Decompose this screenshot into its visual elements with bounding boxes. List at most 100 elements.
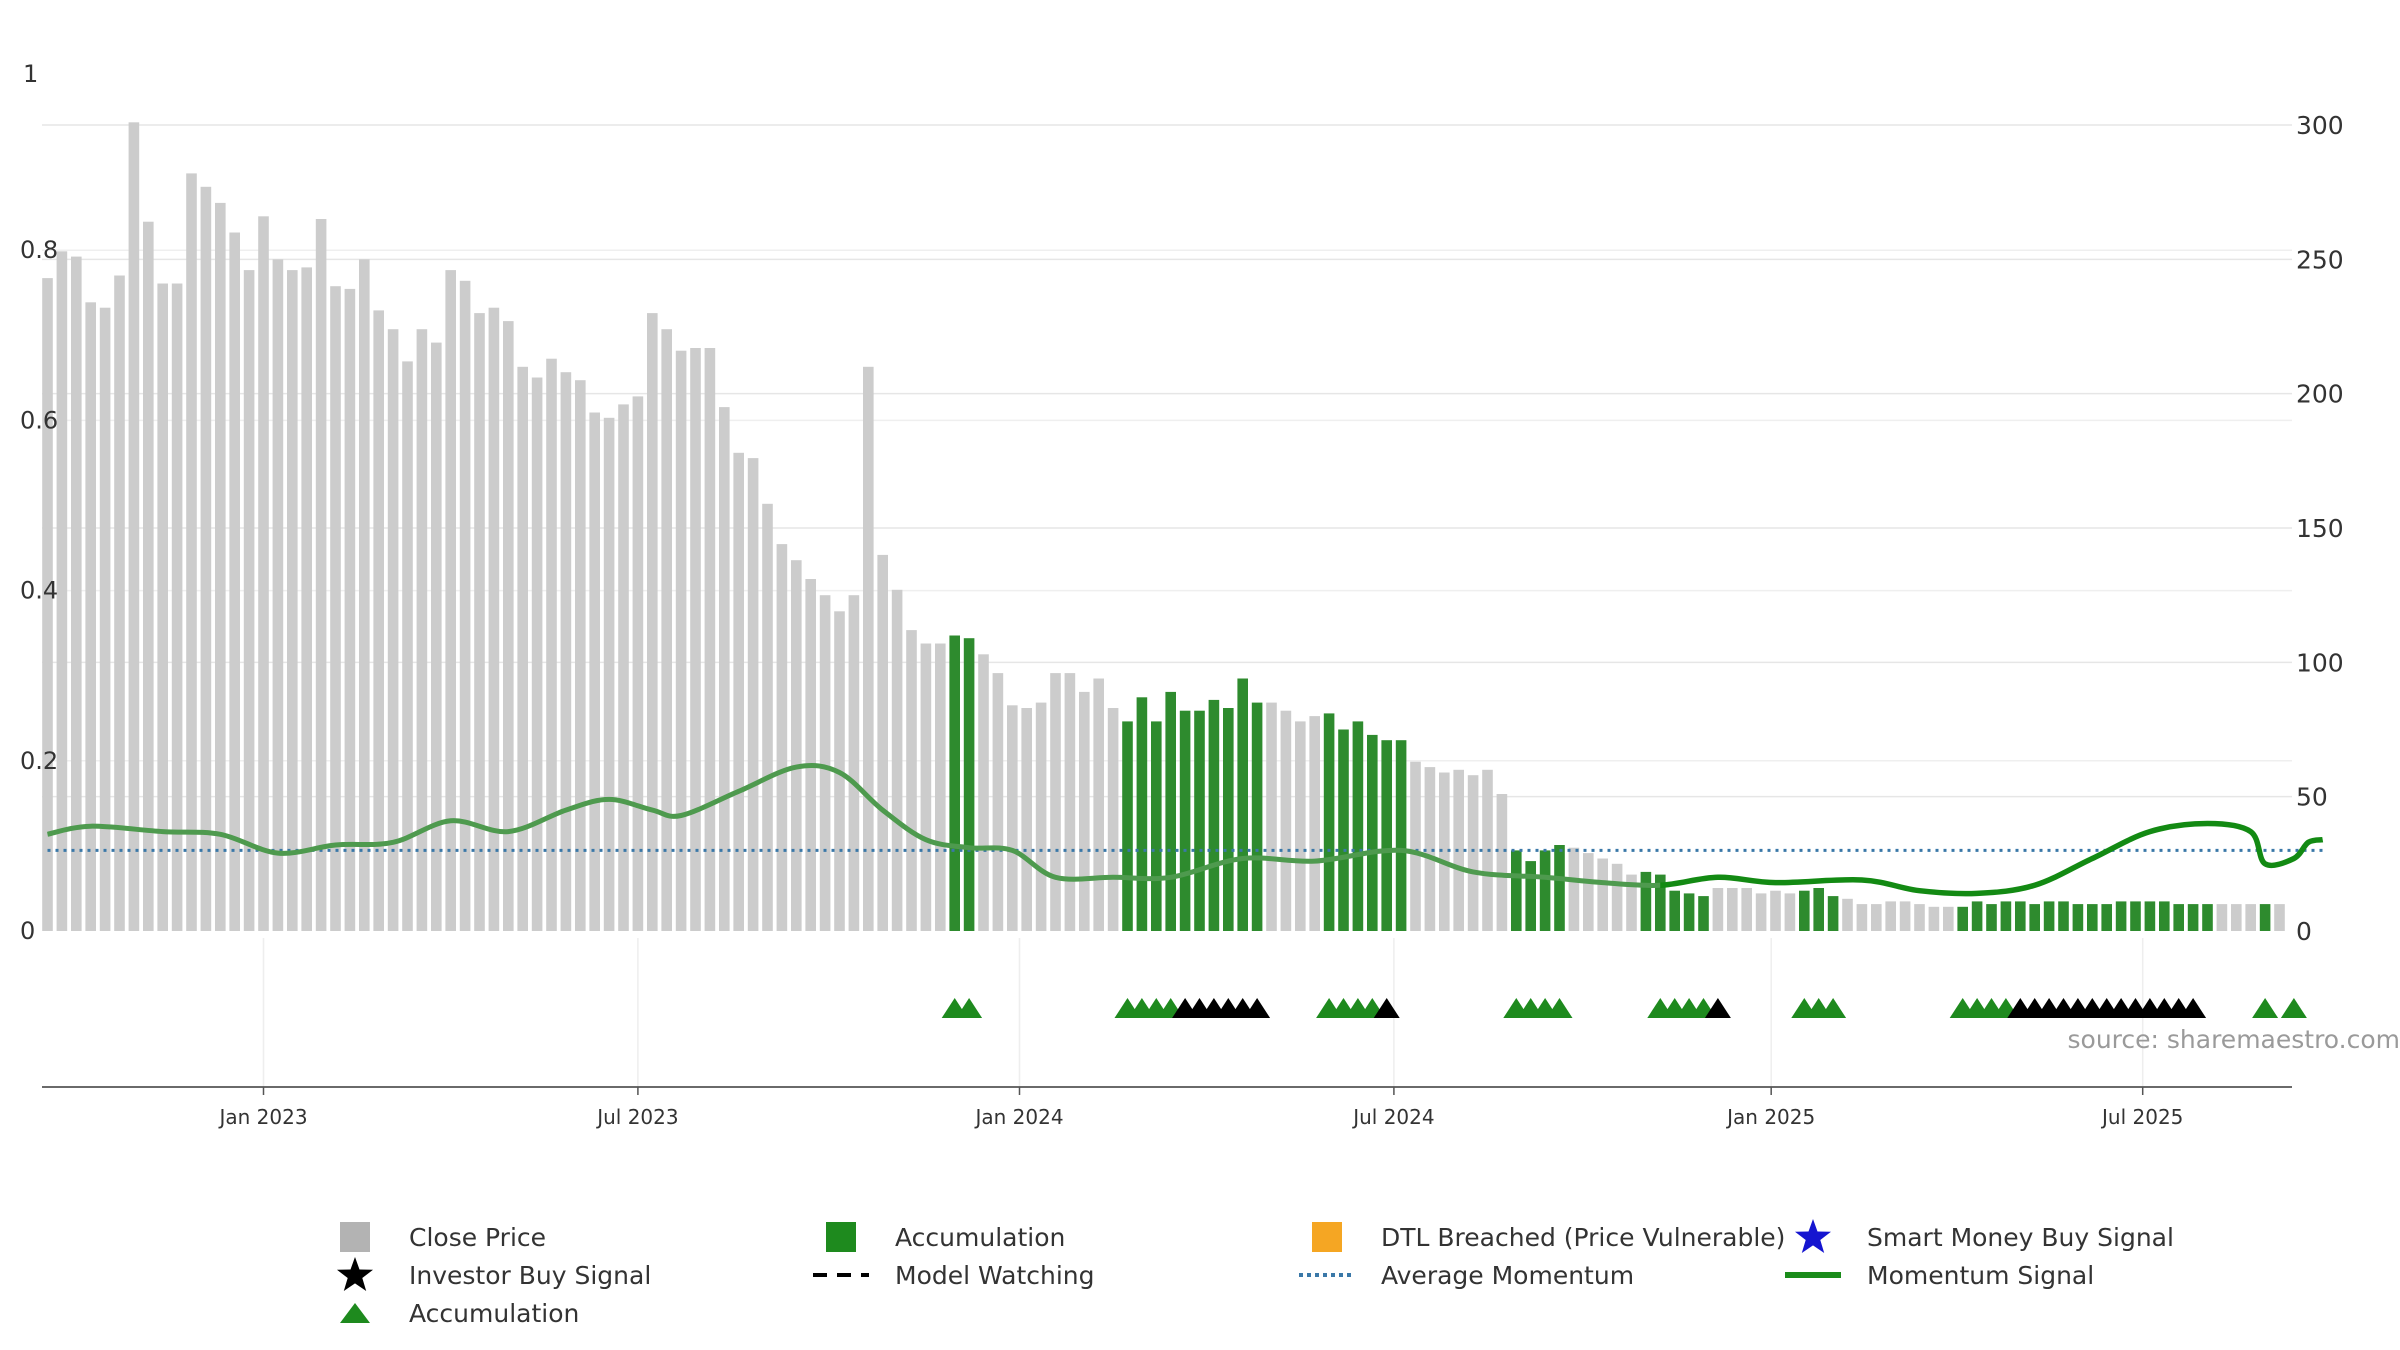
accumulation-bar — [1554, 845, 1565, 931]
x-tick-label: Jan 2023 — [217, 1105, 307, 1129]
close-price-bar — [762, 503, 773, 931]
close-price-bar — [1583, 853, 1594, 931]
accumulation-bar — [1539, 850, 1551, 931]
right-tick-label: 0 — [2296, 917, 2312, 946]
close-price-bar — [1496, 794, 1508, 931]
momentum-signal-line — [1660, 820, 2324, 897]
accumulation-triangle — [1820, 998, 1847, 1018]
accumulation-triangle — [956, 998, 983, 1018]
accumulation-bar — [1683, 893, 1695, 931]
left-tick-label: 0.8 — [20, 236, 58, 264]
accumulation-bar — [1395, 740, 1407, 931]
close-price-bar — [704, 348, 716, 931]
close-price-bar — [416, 329, 428, 931]
x-tick-label: Jul 2024 — [1351, 1105, 1434, 1129]
close-price-bar — [661, 329, 672, 931]
accumulation-bar — [1165, 691, 1176, 931]
close-price-bar — [1784, 893, 1796, 931]
accumulation-bar — [1813, 888, 1824, 931]
close-price-bar — [1943, 906, 1954, 931]
close-price-bar — [1021, 708, 1032, 931]
close-price-bar — [1755, 893, 1767, 931]
close-price-bar — [488, 307, 500, 931]
close-price-bar — [359, 259, 370, 931]
accumulation-bar — [1208, 699, 1220, 931]
accumulation-bar — [1525, 861, 1536, 931]
right-tick-label: 250 — [2296, 245, 2344, 274]
close-price-bar — [1928, 906, 1940, 931]
close-price-bar — [503, 321, 514, 932]
accumulation-bar — [1957, 906, 1968, 931]
accumulation-bar — [1223, 708, 1234, 931]
accumulation-bar — [2058, 901, 2069, 931]
close-price-bar — [891, 589, 903, 931]
close-price-bar — [992, 673, 1004, 931]
source-note: source: sharemaestro.com — [2067, 1025, 2400, 1054]
close-price-bar — [85, 302, 96, 931]
close-price-bar — [1626, 874, 1637, 931]
close-price-bar — [1856, 904, 1868, 931]
close-price-bar — [531, 377, 543, 931]
accumulation-bar — [1323, 713, 1335, 931]
close-price-bar — [1439, 772, 1450, 931]
close-price-bar — [603, 417, 615, 931]
investor-buy-triangle — [2180, 998, 2207, 1018]
accumulation-bar — [1698, 896, 1709, 931]
close-price-bar — [978, 654, 989, 931]
close-price-bar — [747, 458, 759, 931]
price-bars — [42, 122, 2285, 932]
close-price-bar — [819, 595, 831, 931]
close-price-bar — [157, 283, 168, 931]
close-price-bar — [791, 560, 802, 931]
close-price-bar — [1266, 702, 1277, 931]
close-price-bar — [171, 283, 183, 931]
close-price-bar — [1064, 673, 1076, 931]
accumulation-bar — [2130, 901, 2141, 931]
accumulation-bar — [963, 638, 975, 931]
right-tick-label: 150 — [2296, 514, 2344, 543]
accumulation-bar — [1179, 710, 1191, 931]
close-price-bar — [459, 280, 471, 931]
close-price-bar — [1424, 767, 1436, 931]
momentum-signal-line-early — [46, 763, 1661, 888]
close-price-bar — [560, 372, 572, 931]
close-price-bar — [675, 350, 687, 931]
accumulation-bar — [2202, 904, 2213, 931]
accumulation-bar — [1381, 740, 1392, 931]
x-tick-label: Jan 2025 — [1725, 1105, 1815, 1129]
close-price-bar — [287, 270, 298, 932]
x-tick-label: Jan 2024 — [973, 1105, 1063, 1129]
close-price-bar — [1727, 888, 1738, 931]
close-price-bar — [1035, 702, 1047, 931]
close-price-bar — [1842, 898, 1853, 931]
close-price-bar — [128, 122, 140, 932]
close-price-bar — [1712, 888, 1724, 931]
close-price-bar — [1770, 890, 1781, 931]
accumulation-bar — [2072, 904, 2084, 931]
close-price-bar — [143, 221, 154, 931]
close-price-bar — [2274, 904, 2285, 931]
close-price-bar — [1410, 761, 1421, 931]
close-price-bar — [1007, 705, 1018, 931]
close-price-bar — [1093, 678, 1104, 931]
close-price-bar — [215, 202, 226, 931]
close-price-bar — [1050, 673, 1061, 931]
close-price-bar — [733, 452, 744, 931]
close-price-bar — [114, 275, 125, 931]
close-price-bar — [906, 630, 917, 931]
accumulation-bar — [1251, 702, 1263, 931]
close-price-bar — [1871, 904, 1882, 931]
left-tick-label: 0.4 — [20, 577, 58, 605]
close-price-bar — [258, 216, 269, 932]
close-price-bar — [431, 342, 442, 932]
accumulation-bar — [2000, 901, 2012, 931]
signal-markers — [941, 998, 2307, 1018]
accumulation-bar — [2187, 904, 2199, 931]
close-price-bar — [272, 259, 284, 931]
close-price-bar — [1914, 904, 1925, 931]
accumulation-bar — [2043, 901, 2055, 931]
investor-buy-triangle — [1244, 998, 1271, 1018]
close-price-bar — [445, 270, 456, 932]
close-price-bar — [229, 232, 240, 931]
